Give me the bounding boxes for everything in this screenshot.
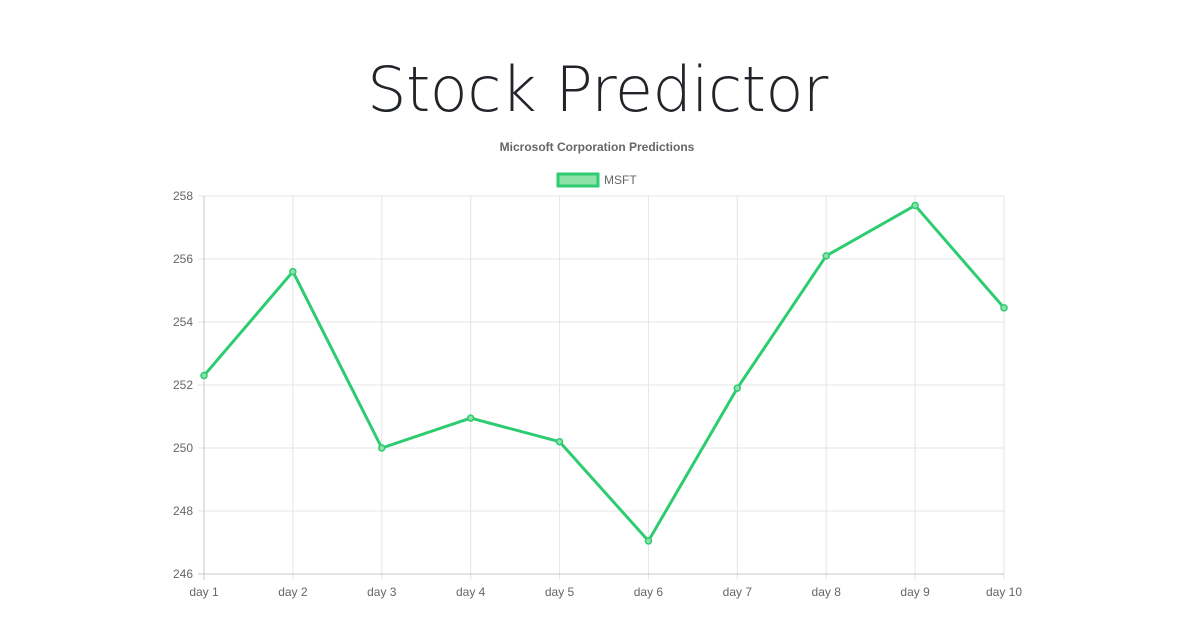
- y-tick-label: 256: [173, 252, 193, 266]
- y-tick-label: 258: [173, 189, 193, 203]
- data-point[interactable]: [911, 201, 919, 210]
- data-point[interactable]: [378, 444, 386, 452]
- chart-grid: [198, 195, 1005, 580]
- y-tick-label: 246: [173, 567, 193, 581]
- x-tick-label: day 5: [545, 585, 575, 599]
- data-point[interactable]: [555, 437, 564, 446]
- y-tick-label: 250: [173, 441, 193, 455]
- x-tick-label: day 8: [812, 585, 842, 599]
- chart-title: Microsoft Corporation Predictions: [500, 140, 695, 154]
- data-point[interactable]: [822, 252, 830, 260]
- data-point[interactable]: [466, 414, 475, 422]
- data-point[interactable]: [200, 371, 208, 380]
- x-tick-label: day 6: [634, 585, 664, 599]
- legend-swatch[interactable]: [556, 172, 600, 188]
- data-point[interactable]: [1000, 304, 1008, 312]
- x-tick-label: day 10: [986, 585, 1022, 599]
- data-point[interactable]: [733, 384, 742, 392]
- chart-legend[interactable]: MSFT: [556, 172, 637, 188]
- data-point[interactable]: [289, 267, 297, 276]
- data-point[interactable]: [644, 537, 653, 545]
- y-tick-label: 254: [173, 315, 193, 329]
- x-tick-label: day 3: [367, 585, 397, 599]
- series-line-msft: [202, 203, 1006, 543]
- y-tick-label: 248: [173, 504, 193, 518]
- x-tick-label: day 4: [456, 585, 486, 599]
- x-tick-label: day 9: [900, 585, 930, 599]
- x-tick-label: day 1: [189, 585, 219, 599]
- legend-label[interactable]: MSFT: [604, 173, 637, 187]
- chart-series: [200, 201, 1008, 545]
- x-tick-label: day 7: [723, 585, 753, 599]
- y-tick-label: 252: [173, 378, 193, 392]
- x-tick-label: day 2: [278, 585, 308, 599]
- chart-axes: 246 248 250 252 254 256 258 day 1 day 2 day 3 day …: [173, 189, 1022, 599]
- page-title: Stock Predictor: [367, 53, 828, 126]
